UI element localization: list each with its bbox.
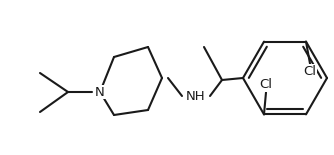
Text: Cl: Cl — [304, 65, 317, 78]
Text: N: N — [95, 86, 105, 98]
Text: NH: NH — [186, 89, 206, 102]
Text: Cl: Cl — [260, 78, 273, 91]
